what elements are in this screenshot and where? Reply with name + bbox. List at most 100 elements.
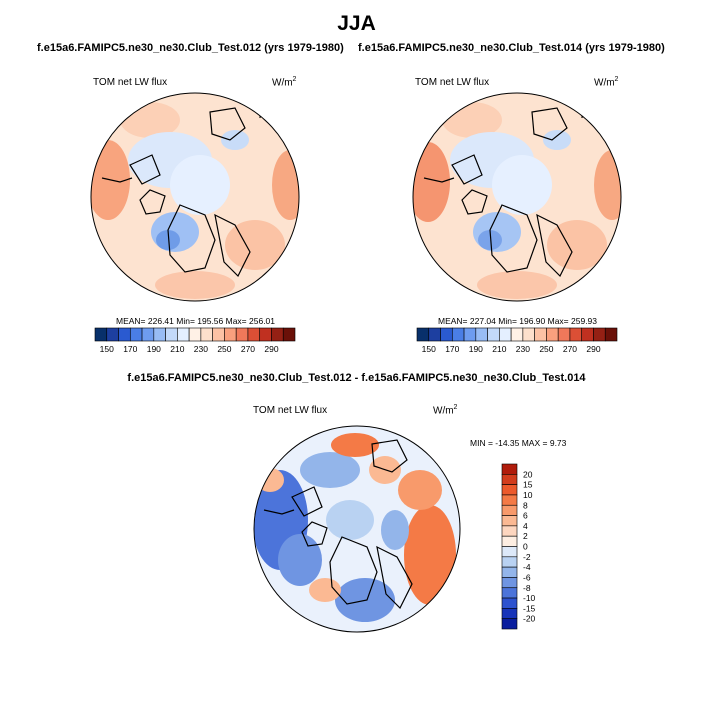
colorbar-tick-label: 150 [422,344,436,354]
colorbar-swatch [440,327,453,342]
difference-title: f.e15a6.FAMIPC5.ne30_ne30.Club_Test.012 … [127,372,586,384]
colorbar-swatch [501,556,518,568]
colorbar-swatch [499,327,512,342]
left-map [91,93,299,301]
colorbar-swatch [416,327,430,342]
colorbar-swatch [165,327,178,342]
colorbar-swatch [118,327,131,342]
colorbar-swatch [501,515,518,527]
colorbar-swatch [141,327,155,342]
right-stats: MEAN= 227.04 Min= 196.90 Max= 259.93 [438,316,598,326]
colorbar-swatch [522,327,535,342]
diff-variable-label: TOM net LW flux [253,405,328,416]
season-title: JJA [337,12,376,35]
colorbar-tick-label: 2 [523,531,528,541]
colorbar-swatch [247,327,261,342]
colorbar-tick-label: 10 [523,490,533,500]
colorbar-swatch [463,327,477,342]
right-panel-title: f.e15a6.FAMIPC5.ne30_ne30.Club_Test.014 … [358,42,665,54]
colorbar-swatch [271,327,284,342]
colorbar-swatch [475,327,488,342]
colorbar-swatch [501,463,518,475]
colorbar-tick-label: 8 [523,500,528,510]
colorbar-swatch [129,327,143,342]
left-colorbar: 150 170 190 210 230 250 270 290 [94,327,296,354]
colorbar-tick-label: 230 [516,344,530,354]
colorbar-swatch [557,327,571,342]
colorbar-swatch [593,327,606,342]
colorbar-swatch [501,577,518,589]
colorbar-tick-label: 210 [492,344,506,354]
colorbar-tick-label: -2 [523,552,531,562]
colorbar-swatch [501,597,518,609]
colorbar-tick-label: 0 [523,542,528,552]
left-variable-label: TOM net LW flux [93,77,168,88]
diff-stats: MIN = -14.35 MAX = 9.73 [470,438,567,448]
colorbar-swatch [501,608,518,619]
colorbar-tick-label: -20 [523,614,536,624]
colorbar-tick-label: 270 [241,344,255,354]
colorbar-tick-label: 270 [563,344,577,354]
colorbar-tick-label: 210 [170,344,184,354]
colorbar-tick-label: 190 [469,344,483,354]
colorbar-swatch [501,587,518,599]
colorbar-swatch [569,327,583,342]
colorbar-swatch [177,327,190,342]
colorbar-tick-label: 15 [523,480,533,490]
diff-units-label: W/m2 [433,404,458,417]
colorbar-tick-label: 290 [264,344,278,354]
colorbar-swatch [259,327,272,342]
colorbar-tick-label: -15 [523,603,536,613]
colorbar-swatch [501,484,518,496]
colorbar-swatch [581,327,594,342]
colorbar-swatch [501,494,518,506]
colorbar-swatch [487,327,500,342]
colorbar-tick-label: 170 [123,344,137,354]
colorbar-swatch [235,327,249,342]
right-map-border [412,92,622,302]
colorbar-swatch [153,327,166,342]
colorbar-tick-label: 230 [194,344,208,354]
colorbar-tick-label: 290 [586,344,600,354]
difference-map [254,426,460,632]
colorbar-swatch [510,327,524,342]
colorbar-tick-label: 6 [523,511,528,521]
colorbar-swatch [451,327,465,342]
colorbar-tick-label: 4 [523,521,528,531]
colorbar-swatch [106,327,119,342]
right-variable-label: TOM net LW flux [415,77,490,88]
colorbar-tick-label: 20 [523,469,533,479]
colorbar-swatch [200,327,213,342]
colorbar-tick-label: 190 [147,344,161,354]
colorbar-swatch [212,327,225,342]
colorbar-tick-label: -8 [523,583,531,593]
colorbar-swatch [188,327,202,342]
colorbar-swatch [94,327,108,342]
right-colorbar: 150 170 190 210 230 250 270 290 [416,327,618,354]
colorbar-tick-label: -10 [523,593,536,603]
left-map-border [90,92,300,302]
right-units-label: W/m2 [594,76,619,89]
colorbar-swatch [604,327,618,342]
colorbar-swatch [501,504,518,516]
left-stats: MEAN= 226.41 Min= 195.56 Max= 256.01 [116,316,276,326]
colorbar-tick-label: 250 [217,344,231,354]
colorbar-swatch [501,618,518,630]
difference-map-border [253,425,461,633]
colorbar-swatch [282,327,296,342]
colorbar-swatch [534,327,547,342]
colorbar-tick-label: 170 [445,344,459,354]
left-units-label: W/m2 [272,76,297,89]
colorbar-swatch [501,546,518,558]
colorbar-swatch [501,525,518,537]
colorbar-tick-label: 250 [539,344,553,354]
colorbar-swatch [501,535,518,547]
colorbar-swatch [546,327,559,342]
colorbar-swatch [224,327,237,342]
colorbar-swatch [428,327,441,342]
colorbar-swatch [501,566,518,578]
colorbar-tick-label: -4 [523,562,531,572]
left-panel-title: f.e15a6.FAMIPC5.ne30_ne30.Club_Test.012 … [37,42,344,54]
